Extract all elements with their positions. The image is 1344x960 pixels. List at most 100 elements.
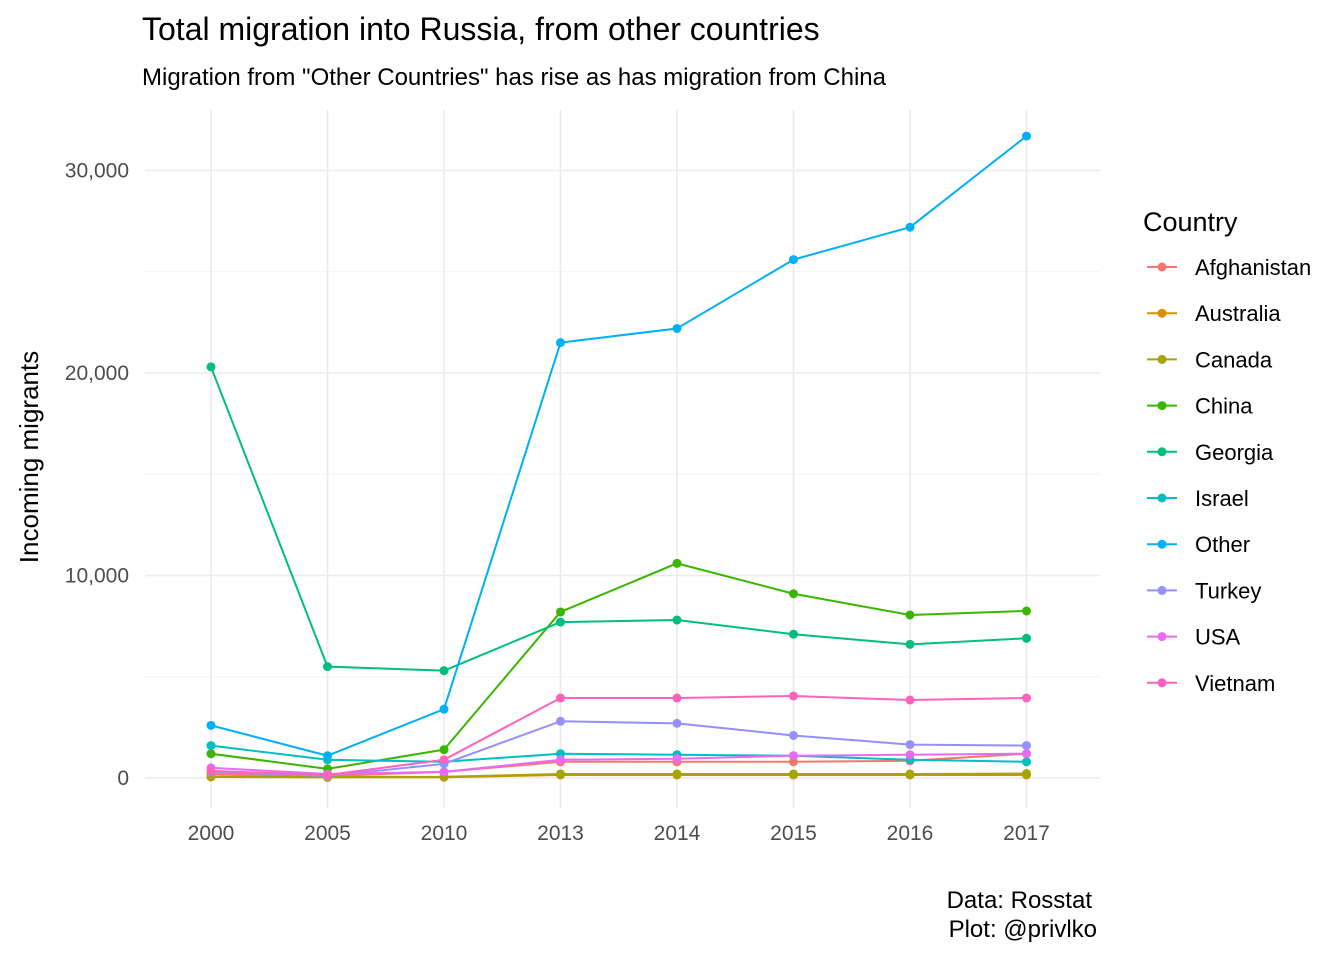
legend-item: Other bbox=[1147, 532, 1250, 557]
data-point bbox=[439, 666, 449, 676]
legend-label: Georgia bbox=[1195, 440, 1274, 465]
x-tick-label: 2013 bbox=[537, 822, 584, 845]
legend-key-point bbox=[1157, 401, 1167, 411]
legend-key-point bbox=[1157, 447, 1167, 457]
data-point bbox=[206, 720, 216, 730]
series-line bbox=[210, 744, 1027, 763]
legend-label: Australia bbox=[1195, 301, 1281, 326]
legend-label: Turkey bbox=[1195, 578, 1261, 603]
data-point bbox=[1022, 606, 1031, 616]
series-line bbox=[210, 752, 1027, 777]
data-point bbox=[206, 741, 216, 751]
data-point bbox=[1022, 131, 1031, 141]
series-line bbox=[210, 562, 1027, 770]
data-point bbox=[556, 755, 565, 765]
data-point bbox=[556, 769, 565, 779]
data-point bbox=[789, 751, 798, 761]
data-point bbox=[789, 629, 798, 639]
data-point bbox=[672, 769, 682, 779]
data-point bbox=[789, 730, 798, 740]
grid bbox=[145, 109, 1100, 809]
legend: Country Afghanistan Australia Canada China G… bbox=[1143, 207, 1311, 696]
legend-key-point bbox=[1157, 493, 1167, 503]
data-point bbox=[1022, 769, 1031, 779]
data-point bbox=[672, 615, 682, 625]
data-point bbox=[206, 766, 216, 776]
data-point bbox=[905, 610, 915, 620]
data-point bbox=[1022, 693, 1031, 703]
legend-label: China bbox=[1195, 394, 1253, 419]
legend-item: Turkey bbox=[1147, 578, 1261, 603]
legend-label: Israel bbox=[1195, 486, 1249, 511]
y-tick-label: 0 bbox=[117, 767, 129, 790]
data-point bbox=[789, 255, 798, 265]
data-point bbox=[439, 745, 449, 755]
x-axis: 2000 2005 2010 2013 2014 2015 2016 2017 bbox=[188, 822, 1050, 845]
legend-item: Canada bbox=[1147, 347, 1273, 372]
legend-item: China bbox=[1147, 394, 1253, 419]
x-tick-label: 2015 bbox=[770, 822, 817, 845]
data-point bbox=[439, 755, 449, 765]
y-axis-title: Incoming migrants bbox=[14, 351, 44, 563]
x-tick-label: 2005 bbox=[304, 822, 351, 845]
data-point bbox=[206, 749, 216, 759]
series-line bbox=[210, 135, 1028, 757]
legend-items: Afghanistan Australia Canada China Georgia Is… bbox=[1147, 255, 1311, 696]
data-point bbox=[905, 740, 915, 750]
legend-item: USA bbox=[1147, 625, 1241, 650]
data-point bbox=[323, 751, 332, 761]
data-point bbox=[323, 662, 332, 672]
series-china bbox=[206, 558, 1031, 774]
legend-label: Other bbox=[1195, 532, 1250, 557]
data-point bbox=[556, 693, 565, 703]
legend-label: USA bbox=[1195, 625, 1241, 650]
x-tick-label: 2014 bbox=[654, 822, 701, 845]
data-point bbox=[439, 767, 449, 777]
caption-line-1: Data: Rosstat bbox=[947, 887, 1093, 914]
x-tick-label: 2010 bbox=[421, 822, 468, 845]
data-point bbox=[672, 754, 682, 764]
data-point bbox=[905, 750, 915, 760]
series-line bbox=[210, 772, 1027, 778]
legend-key-point bbox=[1157, 585, 1167, 595]
data-point bbox=[672, 693, 682, 703]
data-point bbox=[672, 558, 682, 568]
x-tick-label: 2017 bbox=[1003, 822, 1050, 845]
legend-label: Canada bbox=[1195, 347, 1273, 372]
plot-series bbox=[206, 131, 1031, 782]
legend-title: Country bbox=[1143, 207, 1238, 237]
data-point bbox=[556, 338, 565, 348]
legend-item: Vietnam bbox=[1147, 671, 1275, 696]
series-georgia bbox=[206, 362, 1031, 676]
data-point bbox=[1022, 633, 1031, 643]
data-point bbox=[905, 222, 915, 232]
y-axis: 0 10,000 20,000 30,000 bbox=[65, 160, 129, 791]
data-point bbox=[789, 691, 798, 701]
legend-key-point bbox=[1157, 632, 1167, 642]
data-point bbox=[1022, 741, 1031, 751]
x-tick-label: 2016 bbox=[887, 822, 934, 845]
data-point bbox=[556, 607, 565, 617]
chart-title: Total migration into Russia, from other … bbox=[142, 11, 820, 47]
series-line bbox=[210, 366, 1027, 672]
data-point bbox=[323, 770, 332, 780]
data-point bbox=[672, 718, 682, 728]
data-point bbox=[905, 769, 915, 779]
legend-item: Australia bbox=[1147, 301, 1281, 326]
legend-key-point bbox=[1157, 539, 1167, 549]
y-tick-label: 20,000 bbox=[65, 362, 129, 385]
legend-item: Afghanistan bbox=[1147, 255, 1311, 280]
legend-item: Israel bbox=[1147, 486, 1249, 511]
data-point bbox=[905, 639, 915, 649]
legend-key-point bbox=[1157, 262, 1167, 272]
data-point bbox=[672, 323, 682, 333]
y-tick-label: 30,000 bbox=[65, 160, 129, 183]
series-line bbox=[210, 752, 1027, 775]
legend-key-point bbox=[1157, 354, 1167, 364]
data-point bbox=[1022, 749, 1031, 759]
data-point bbox=[1022, 757, 1031, 767]
legend-key-point bbox=[1157, 678, 1167, 688]
data-point bbox=[905, 695, 915, 705]
series-line bbox=[210, 694, 1027, 776]
